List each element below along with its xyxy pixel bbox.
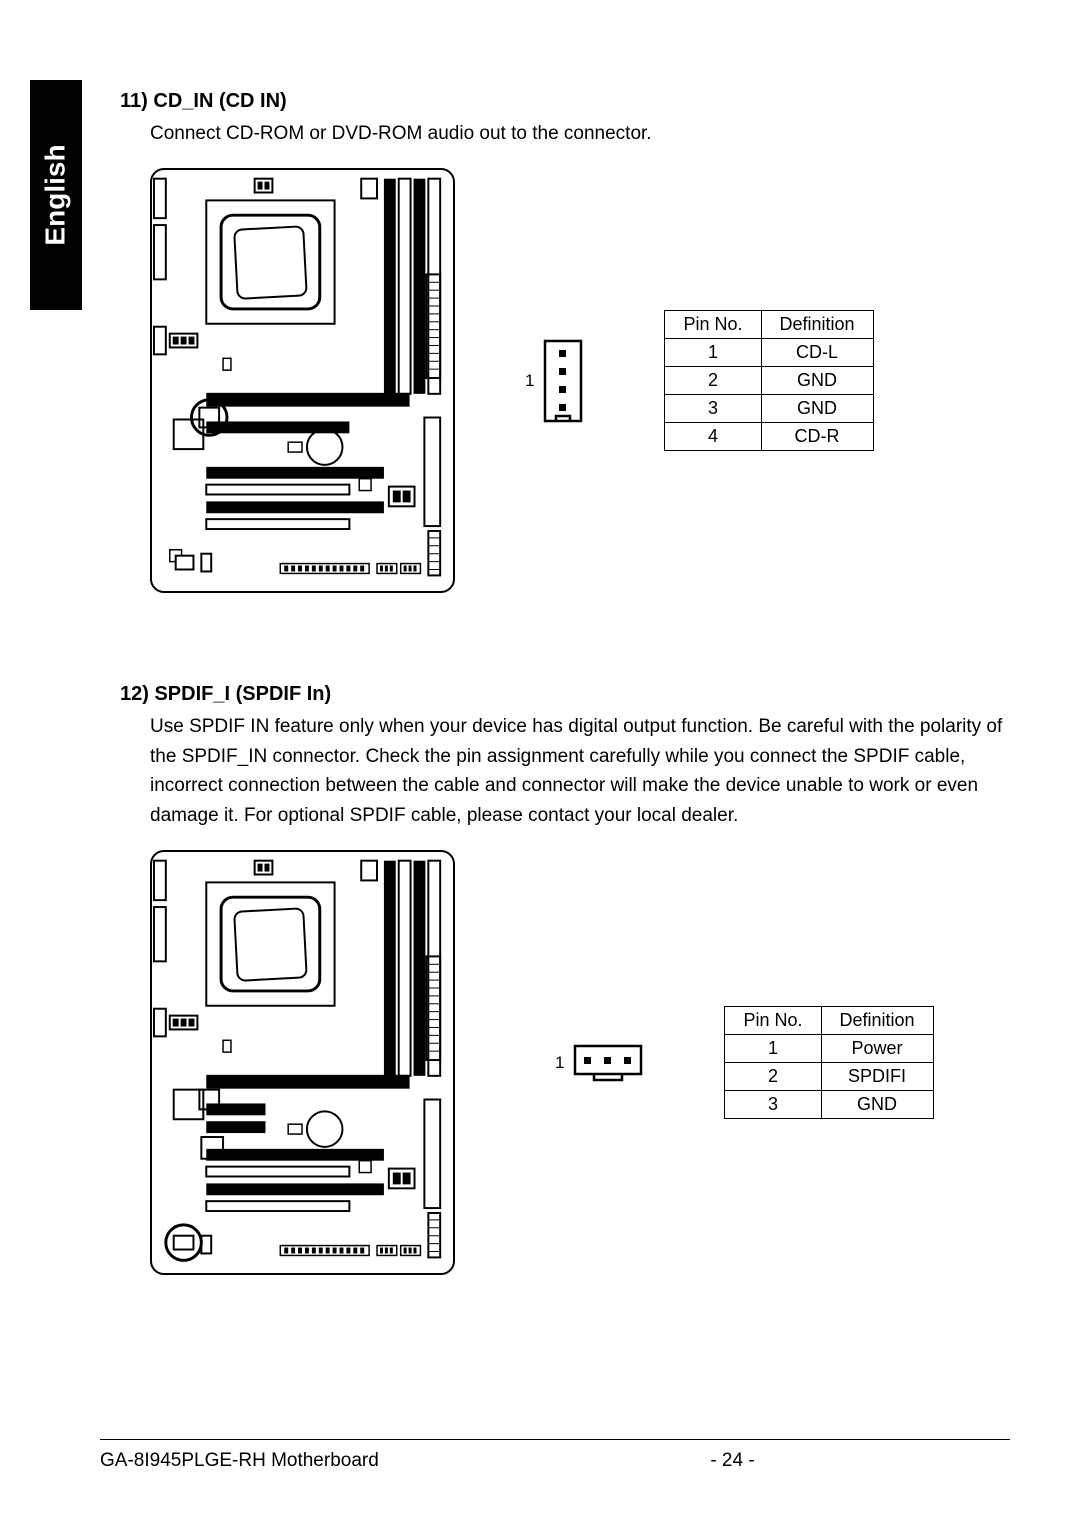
motherboard-diagram <box>150 168 455 593</box>
spdif-pin-table: Pin No. Definition 1Power 2SPDIFI 3GND <box>724 1006 933 1119</box>
spdif-connector-icon <box>572 1043 644 1083</box>
pin-1-label: 1 <box>525 371 534 391</box>
section-cd-in: 11) CD_IN (CD IN) Connect CD-ROM or DVD-… <box>100 90 1010 593</box>
col-pin-no: Pin No. <box>725 1007 821 1035</box>
table-row: 4CD-R <box>665 423 873 451</box>
col-definition: Definition <box>761 311 873 339</box>
section-title: 12) SPDIF_I (SPDIF In) <box>120 683 1010 706</box>
diagram-row: 1 Pin No. Definition 1Power 2SPDIFI 3GND <box>150 850 1010 1275</box>
section-number: 11) <box>120 90 148 112</box>
table-row: 1Power <box>725 1035 933 1063</box>
table-row: 3GND <box>725 1091 933 1119</box>
table-row: 1CD-L <box>665 339 873 367</box>
motherboard-diagram <box>150 850 455 1275</box>
table-row: 2SPDIFI <box>725 1063 933 1091</box>
pin-1-label: 1 <box>555 1053 564 1073</box>
page-footer: GA-8I945PLGE-RH Motherboard - 24 - <box>100 1439 1010 1472</box>
section-description: Use SPDIF IN feature only when your devi… <box>150 712 1010 830</box>
table-row: 2GND <box>665 367 873 395</box>
col-definition: Definition <box>821 1007 933 1035</box>
page-number: - 24 - <box>455 1450 1010 1472</box>
spdif-connector: 1 <box>555 1043 644 1083</box>
table-header-row: Pin No. Definition <box>725 1007 933 1035</box>
cd-in-connector-icon <box>542 338 584 424</box>
section-heading: SPDIF_I (SPDIF In) <box>154 683 331 705</box>
section-spdif-in: 12) SPDIF_I (SPDIF In) Use SPDIF IN feat… <box>100 683 1010 1275</box>
col-pin-no: Pin No. <box>665 311 761 339</box>
section-number: 12) <box>120 683 149 705</box>
page-content: 11) CD_IN (CD IN) Connect CD-ROM or DVD-… <box>0 0 1080 1532</box>
diagram-row: 1 Pin No. Definition 1CD-L 2GND <box>150 168 1010 593</box>
section-title: 11) CD_IN (CD IN) <box>120 90 1010 113</box>
cd-in-pin-table: Pin No. Definition 1CD-L 2GND 3GND 4CD-R <box>664 310 873 451</box>
cd-in-connector: 1 <box>525 338 584 424</box>
table-row: 3GND <box>665 395 873 423</box>
section-heading: CD_IN (CD IN) <box>153 90 286 112</box>
section-description: Connect CD-ROM or DVD-ROM audio out to t… <box>150 119 1010 148</box>
table-header-row: Pin No. Definition <box>665 311 873 339</box>
